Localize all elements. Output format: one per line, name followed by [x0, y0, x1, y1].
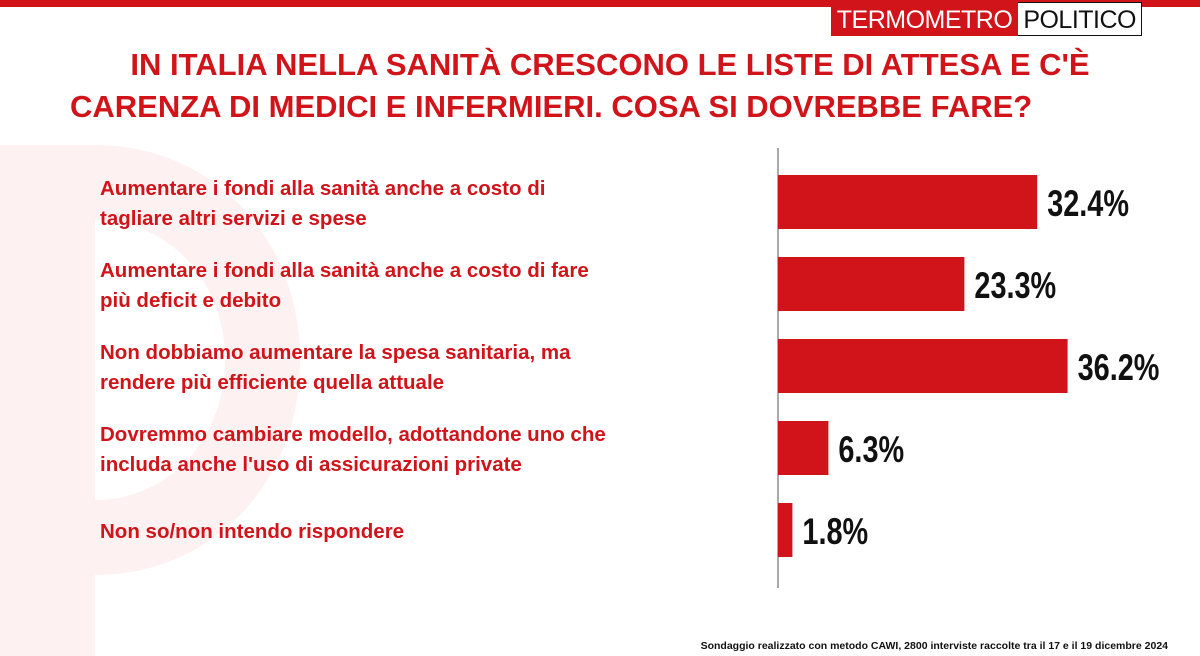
- top-accent-bar: [0, 0, 1200, 7]
- survey-footnote: Sondaggio realizzato con metodo CAWI, 28…: [700, 640, 1168, 652]
- category-label-line: Dovremmo cambiare modello, adottandone u…: [100, 423, 606, 446]
- bar-value-label: 32.4%: [1047, 184, 1129, 225]
- termometro-politico-logo: TERMOMETRO POLITICO: [830, 2, 1142, 36]
- bar: [778, 175, 1038, 229]
- bar: [778, 421, 829, 475]
- bar-value-label: 23.3%: [974, 266, 1056, 307]
- bar-value-label: 6.3%: [838, 430, 904, 471]
- category-label-line: Non dobbiamo aumentare la spesa sanitari…: [100, 341, 571, 364]
- bar-value-label: 36.2%: [1078, 348, 1160, 389]
- category-label: Non so/non intendo rispondere: [100, 517, 770, 547]
- category-label: Dovremmo cambiare modello, adottandone u…: [100, 420, 770, 480]
- category-label-line: più deficit e debito: [100, 289, 282, 312]
- category-label-line: Non so/non intendo rispondere: [100, 520, 405, 543]
- bar: [778, 503, 793, 557]
- category-label-line: Aumentare i fondi alla sanità anche a co…: [100, 177, 546, 200]
- logo-part-politico: POLITICO: [1018, 2, 1142, 36]
- bar: [778, 257, 965, 311]
- category-label: Non dobbiamo aumentare la spesa sanitari…: [100, 338, 770, 398]
- category-label-line: tagliare altri servizi e spese: [100, 207, 367, 230]
- chart-title-line-2: CARENZA DI MEDICI E INFERMIERI. COSA SI …: [70, 89, 1033, 124]
- chart-title-line-1: IN ITALIA NELLA SANITÀ CRESCONO LE LISTE…: [130, 47, 1090, 82]
- category-label: Aumentare i fondi alla sanità anche a co…: [100, 174, 770, 234]
- category-label-line: Aumentare i fondi alla sanità anche a co…: [100, 259, 589, 282]
- category-label-line: rendere più efficiente quella attuale: [100, 371, 445, 394]
- bar-chart: 32.4% 23.3% 36.2% 6.3% 1.8%: [777, 148, 1160, 588]
- category-label: Aumentare i fondi alla sanità anche a co…: [100, 256, 770, 316]
- logo-part-termometro: TERMOMETRO: [830, 2, 1019, 36]
- category-label-line: includa anche l'uso di assicurazioni pri…: [100, 453, 522, 476]
- bar: [778, 339, 1068, 393]
- bar-value-label: 1.8%: [802, 512, 868, 553]
- chart-title: IN ITALIA NELLA SANITÀ CRESCONO LE LISTE…: [70, 44, 1150, 128]
